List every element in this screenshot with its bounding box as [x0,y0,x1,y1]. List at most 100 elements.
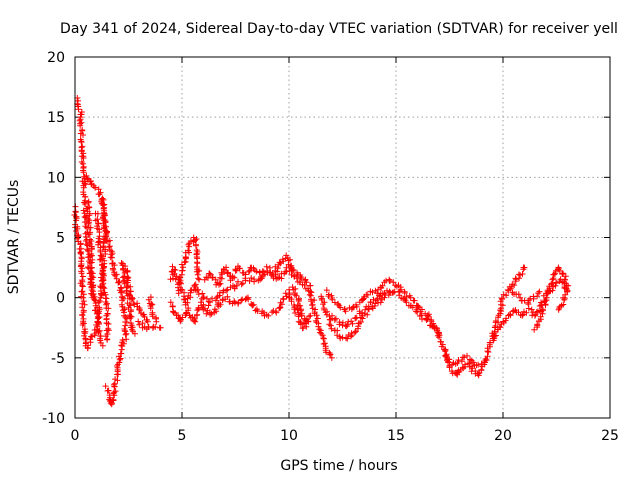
data-point [311,297,318,304]
data-point [509,308,516,315]
data-point [82,238,89,244]
data-point [317,329,324,336]
data-point [253,268,260,275]
data-point [531,326,538,333]
data-point [87,339,94,346]
data-point [80,132,86,138]
data-point [144,318,151,325]
data-point [303,279,310,286]
data-point [122,263,129,270]
data-point [86,224,92,231]
data-point [94,210,101,217]
data-point [486,339,493,346]
data-point [131,301,138,308]
data-point [79,322,86,328]
data-point [88,290,95,297]
data-point [285,261,292,268]
data-point [373,297,380,304]
data-point [278,301,285,308]
data-point [86,239,93,246]
data-point [90,294,97,301]
data-point [445,359,452,366]
data-point [243,295,250,302]
data-point [103,229,110,236]
data-point [461,354,468,361]
data-point [425,313,432,320]
data-point [96,191,103,198]
x-tick-label: 5 [178,428,187,444]
data-point [192,237,199,244]
data-point [525,297,532,304]
data-point [491,329,498,336]
data-point [295,296,302,303]
data-point [242,271,249,278]
data-point [233,282,240,289]
data-point [123,336,130,343]
data-point [80,184,87,191]
data-point [352,315,359,322]
data-point [538,299,544,306]
data-point [274,265,281,272]
data-point [195,275,202,282]
data-point [364,311,371,318]
data-point [362,306,369,313]
data-point [219,271,226,278]
data-point [398,286,405,293]
data-point [307,282,314,289]
data-point [436,334,443,341]
data-point [75,106,82,113]
data-point [485,349,492,355]
x-tick-label: 15 [387,428,405,444]
data-point [364,291,371,298]
data-point [101,224,108,231]
data-point [302,276,309,283]
data-point [79,304,86,311]
data-point [116,359,123,366]
data-point [192,281,199,288]
data-point [548,281,555,288]
data-point [534,293,541,300]
data-point [79,282,86,289]
data-point [419,316,425,323]
data-point [535,290,542,297]
data-point [565,282,572,289]
data-point [78,119,85,126]
data-point [97,294,104,301]
data-point [315,323,322,330]
plot-frame [74,56,611,419]
data-point [100,277,107,284]
data-point [367,299,374,306]
data-point [145,296,152,303]
data-point [122,331,129,338]
data-point [299,325,306,332]
data-point [203,310,210,317]
data-point [245,268,252,275]
data-point [250,301,257,308]
data-point [238,297,245,304]
data-point [298,321,304,328]
data-point [94,323,101,330]
data-point [99,195,106,202]
y-tick-label: 5 [56,231,65,247]
data-point [502,317,509,324]
data-point [88,276,95,283]
data-point [265,312,272,319]
data-point [372,300,379,307]
data-point [111,389,118,396]
data-point [236,265,243,272]
data-point [224,293,231,300]
data-point [327,322,334,329]
data-point [419,306,425,313]
grid [75,57,610,418]
data-point [308,298,315,305]
x-tick-label: 10 [280,428,298,444]
data-point [91,332,98,339]
data-point [403,293,410,300]
data-point [206,270,213,277]
data-point [533,309,540,316]
data-point [129,326,135,333]
data-point [110,396,117,403]
y-tick-label: 20 [47,50,65,66]
data-point [291,291,298,298]
